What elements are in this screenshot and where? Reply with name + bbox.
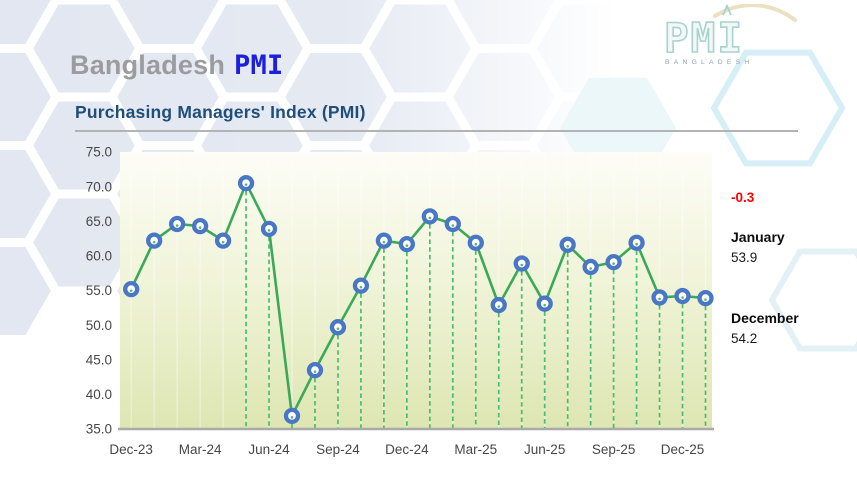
pmi-bangladesh-logo: PMI BANGLADESH (663, 4, 797, 66)
x-tick-label: Sep-25 (592, 442, 636, 457)
data-point-marker (444, 215, 461, 233)
data-point-center-dot (221, 240, 225, 244)
data-point-marker (260, 220, 278, 238)
data-point-marker (421, 208, 438, 225)
data-point-marker (398, 235, 416, 253)
data-point-marker (605, 253, 622, 271)
data-point-marker (513, 255, 530, 272)
x-tick-label: Dec-23 (109, 442, 153, 457)
month-over-month-change: -0.3 (731, 190, 755, 205)
data-point-center-dot (244, 183, 248, 186)
data-point-marker (490, 296, 507, 314)
data-point-marker (191, 217, 209, 235)
data-point-center-dot (474, 242, 478, 246)
data-point-center-dot (267, 229, 271, 232)
y-tick-label: 70.0 (86, 179, 112, 194)
data-point-marker (375, 232, 393, 249)
y-tick-label: 65.0 (86, 214, 112, 229)
previous-month-value: 54.2 (731, 331, 758, 346)
y-tick-label: 45.0 (86, 352, 112, 367)
data-point-marker (214, 232, 232, 249)
data-point-center-dot (704, 298, 707, 301)
data-point-marker (467, 234, 484, 251)
data-point-center-dot (152, 240, 156, 244)
logo-text: PMI (664, 14, 744, 62)
data-point-marker (237, 175, 255, 192)
y-tick-label: 60.0 (86, 249, 112, 264)
data-point-center-dot (612, 262, 615, 265)
y-tick-label: 55.0 (86, 283, 112, 298)
data-point-center-dot (359, 285, 363, 289)
data-point-marker (352, 277, 370, 294)
x-tick-label: Jun-24 (248, 442, 290, 457)
data-point-center-dot (428, 216, 432, 220)
y-tick-label: 75.0 (86, 145, 112, 160)
x-tick-label: Jun-25 (524, 442, 565, 457)
data-point-center-dot (681, 296, 684, 299)
logo-subtext: BANGLADESH (665, 59, 753, 66)
page-title-pmi: PMI (234, 50, 284, 81)
data-point-center-dot (290, 416, 294, 419)
latest-month-label: January (731, 229, 785, 245)
data-point-center-dot (589, 267, 592, 270)
data-point-marker (146, 232, 163, 249)
page-title: Bangladesh PMI (70, 50, 283, 81)
data-point-marker (536, 295, 553, 312)
data-point-center-dot (175, 224, 179, 227)
x-tick-label: Mar-25 (454, 442, 497, 457)
data-point-marker (697, 289, 714, 307)
data-point-marker (651, 289, 668, 306)
data-point-center-dot (198, 226, 202, 229)
logo-swoosh-icon (713, 4, 797, 22)
data-point-center-dot (451, 224, 455, 227)
x-tick-label: Dec-24 (385, 442, 429, 457)
data-point-center-dot (543, 303, 546, 307)
x-tick-label: Dec-25 (661, 442, 705, 457)
data-point-marker (329, 319, 347, 336)
y-tick-label: 35.0 (86, 422, 112, 437)
data-point-center-dot (520, 263, 524, 267)
data-point-center-dot (658, 297, 661, 301)
logo-spire-icon (722, 4, 732, 16)
data-point-marker (123, 280, 140, 298)
plot-area (120, 152, 712, 429)
data-point-marker (283, 407, 301, 424)
data-point-marker (674, 287, 691, 305)
previous-month-label: December (731, 310, 799, 326)
data-point-center-dot (405, 244, 409, 247)
latest-month-value: 53.9 (731, 250, 758, 265)
data-point-center-dot (336, 327, 340, 331)
data-point-marker (559, 236, 576, 253)
data-point-marker (306, 361, 324, 379)
header-divider-line (75, 130, 798, 132)
x-tick-label: Sep-24 (316, 442, 360, 457)
page-title-country: Bangladesh (70, 50, 226, 80)
data-point-center-dot (313, 370, 317, 373)
data-point-center-dot (129, 289, 133, 292)
y-tick-label: 40.0 (86, 387, 112, 402)
data-point-marker (168, 215, 186, 233)
chart-title: Purchasing Managers' Index (PMI) (75, 102, 366, 122)
data-point-center-dot (497, 305, 501, 308)
data-point-center-dot (635, 242, 638, 246)
data-point-marker (628, 234, 645, 251)
x-tick-label: Mar-24 (179, 442, 222, 457)
data-point-marker (582, 258, 599, 276)
y-tick-label: 50.0 (86, 318, 112, 333)
data-point-center-dot (382, 240, 386, 244)
data-point-center-dot (566, 244, 569, 248)
